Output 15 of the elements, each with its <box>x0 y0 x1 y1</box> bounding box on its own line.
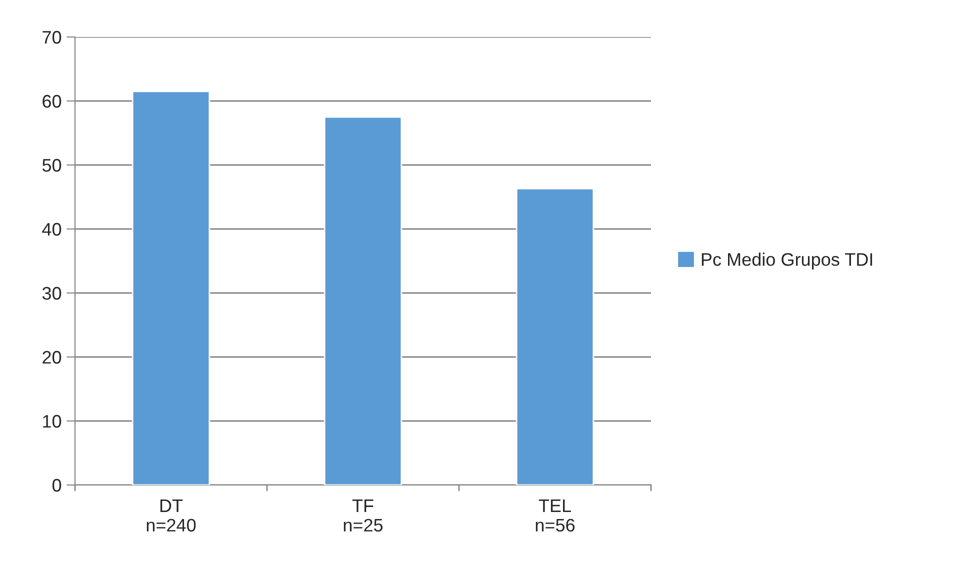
bar <box>132 90 210 485</box>
bar <box>516 188 594 485</box>
y-tick-label: 20 <box>42 350 62 364</box>
x-tick-label: DT n=240 <box>146 500 196 532</box>
x-tick-label: TEL n=56 <box>536 500 575 532</box>
y-tick-label: 60 <box>42 94 62 108</box>
y-tick-label: 50 <box>42 158 62 172</box>
y-tick-label: 40 <box>42 222 62 236</box>
y-tick-label: 70 <box>42 30 62 44</box>
legend-label: Pc Medio Grupos TDI <box>702 252 872 270</box>
x-tick-label: TF n=25 <box>344 500 383 532</box>
bar <box>324 116 402 485</box>
y-tick-label: 10 <box>43 414 62 428</box>
y-tick-label: 30 <box>42 286 62 300</box>
y-tick-label: 0 <box>52 478 62 492</box>
